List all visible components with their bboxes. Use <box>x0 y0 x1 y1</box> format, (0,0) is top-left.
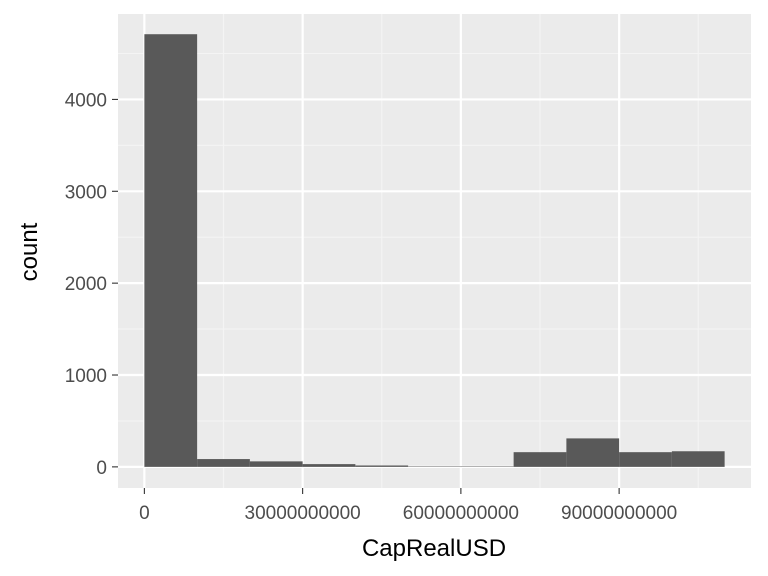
histogram-bars <box>144 34 725 467</box>
y-tick-label: 4000 <box>65 90 107 111</box>
y-axis-title: count <box>16 222 43 281</box>
y-tick-label: 1000 <box>65 366 107 387</box>
histogram-bar-3 <box>302 464 356 467</box>
y-tick-label: 2000 <box>65 274 107 295</box>
x-tick-label: 0 <box>139 503 150 524</box>
histogram-bar-4 <box>355 465 409 467</box>
x-axis: 0 30000000000 60000000000 90000000000 <box>139 488 677 524</box>
histogram-bar-7 <box>513 452 567 467</box>
x-tick-label: 60000000000 <box>403 503 519 524</box>
histogram-bar-1 <box>197 459 250 467</box>
histogram-bar-9 <box>619 452 672 467</box>
y-tick-label: 3000 <box>65 182 107 203</box>
histogram-bar-2 <box>249 461 303 467</box>
y-tick-label: 0 <box>96 458 107 479</box>
histogram-bar-10 <box>671 451 725 467</box>
histogram-bar-0 <box>144 34 198 467</box>
y-axis: 0 1000 2000 3000 4000 <box>65 90 118 479</box>
x-axis-title: CapRealUSD <box>362 535 506 562</box>
x-tick-label: 90000000000 <box>561 503 677 524</box>
plot-panel <box>118 14 751 488</box>
x-tick-label: 30000000000 <box>245 503 361 524</box>
histogram-bar-8 <box>566 438 620 467</box>
grid-minor-lines <box>118 14 751 488</box>
